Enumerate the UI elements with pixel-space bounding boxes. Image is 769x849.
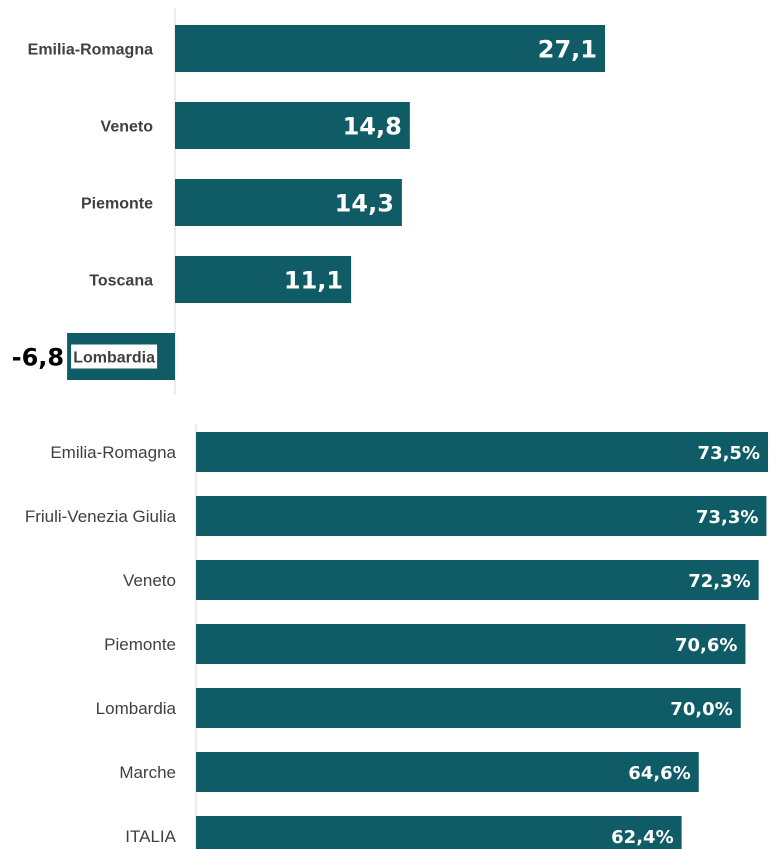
chart-2-category-label: Piemonte [104,635,176,654]
chart-1-category-label: Piemonte [81,196,153,213]
chart-1-bar [175,256,352,303]
chart-2-category-label: Lombardia [96,699,177,718]
chart-1-bar [175,25,605,72]
chart-1-category-label: Lombardia [73,350,155,367]
chart-1-data-label: -6,8 [12,344,64,372]
chart-2-data-label: 72,3% [688,571,750,592]
chart-2-bar [196,560,759,600]
chart-2-bar [196,816,682,849]
chart-1-category-label: Emilia-Romagna [28,42,153,59]
chart-2-data-label: 70,0% [670,699,732,720]
chart-2-data-label: 62,4% [611,827,673,848]
chart-2-bar [196,432,768,472]
chart-2-data-label: 73,5% [698,443,760,464]
chart-1: Emilia-Romagna 27,1 Veneto 14,8 Piemonte 14,3… [12,8,605,395]
chart-2-bar [196,752,699,792]
chart-1-label-box [71,344,158,369]
chart-2-bar [196,624,746,664]
chart-2-bar [196,496,767,536]
chart-2-bar [196,688,741,728]
chart-2-data-label: 70,6% [675,635,737,656]
chart-2-category-label: Marche [119,763,176,782]
chart-1-bar [175,102,410,149]
chart-2-data-label: 73,3% [696,507,758,528]
chart-1-bar [175,179,402,226]
chart-2-category-label: Veneto [123,571,176,590]
chart-1-data-label: 27,1 [538,36,597,64]
chart-1-data-label: 14,3 [335,190,394,218]
chart-2-category-label: Emilia-Romagna [50,443,176,462]
chart-2: Emilia-Romagna 73,5% Friuli-Venezia Giulia… [25,424,768,849]
chart-2-data-label: 64,6% [628,763,690,784]
chart-1-data-label: 14,8 [343,113,402,141]
chart-2-category-label: ITALIA [125,827,176,846]
chart-1-data-label: 11,1 [284,267,343,295]
chart-1-category-label: Toscana [89,273,153,290]
chart-1-category-label: Veneto [101,119,154,136]
chart-2-category-label: Friuli-Venezia Giulia [25,507,177,526]
